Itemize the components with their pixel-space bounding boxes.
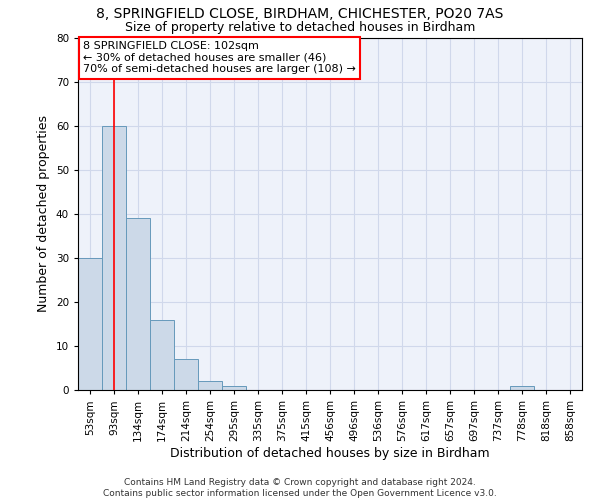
Text: 8, SPRINGFIELD CLOSE, BIRDHAM, CHICHESTER, PO20 7AS: 8, SPRINGFIELD CLOSE, BIRDHAM, CHICHESTE… [97,8,503,22]
Bar [174,359,198,390]
Bar [198,381,222,390]
Text: 8 SPRINGFIELD CLOSE: 102sqm
← 30% of detached houses are smaller (46)
70% of sem: 8 SPRINGFIELD CLOSE: 102sqm ← 30% of det… [83,41,356,74]
Bar [126,218,150,390]
Text: Contains HM Land Registry data © Crown copyright and database right 2024.
Contai: Contains HM Land Registry data © Crown c… [103,478,497,498]
Bar [150,320,174,390]
Bar [78,258,102,390]
Bar [510,386,534,390]
Bar [102,126,126,390]
Y-axis label: Number of detached properties: Number of detached properties [37,116,50,312]
Text: Size of property relative to detached houses in Birdham: Size of property relative to detached ho… [125,21,475,34]
X-axis label: Distribution of detached houses by size in Birdham: Distribution of detached houses by size … [170,446,490,460]
Bar [222,386,246,390]
